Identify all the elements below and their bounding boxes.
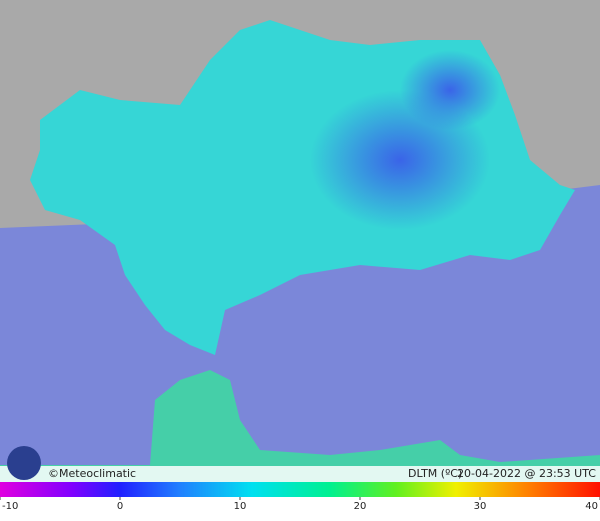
variable: DLTM (ºC) bbox=[408, 467, 462, 480]
cold-area bbox=[400, 50, 500, 130]
colorbar-tick-label: 40 bbox=[585, 501, 598, 512]
colorbar-gradient bbox=[0, 482, 600, 497]
logo bbox=[7, 446, 41, 480]
colorbar-tick-label: 10 bbox=[234, 501, 247, 512]
colorbar-tick-label: 30 bbox=[474, 501, 487, 512]
colorbar-tick-label: -10 bbox=[2, 501, 18, 512]
colorbar-tick-label: 20 bbox=[354, 501, 367, 512]
timestamp: 20-04-2022 @ 23:53 UTC bbox=[457, 467, 596, 480]
info-strip bbox=[0, 466, 600, 482]
land-morocco bbox=[0, 370, 600, 482]
colorbar-tick-label: 0 bbox=[117, 501, 123, 512]
map: ©Meteoclimatic DLTM (ºC) 20-04-2022 @ 23… bbox=[0, 0, 600, 482]
colorbar: -10 0 10 20 30 40 bbox=[0, 482, 600, 512]
credit: ©Meteoclimatic bbox=[48, 467, 136, 480]
